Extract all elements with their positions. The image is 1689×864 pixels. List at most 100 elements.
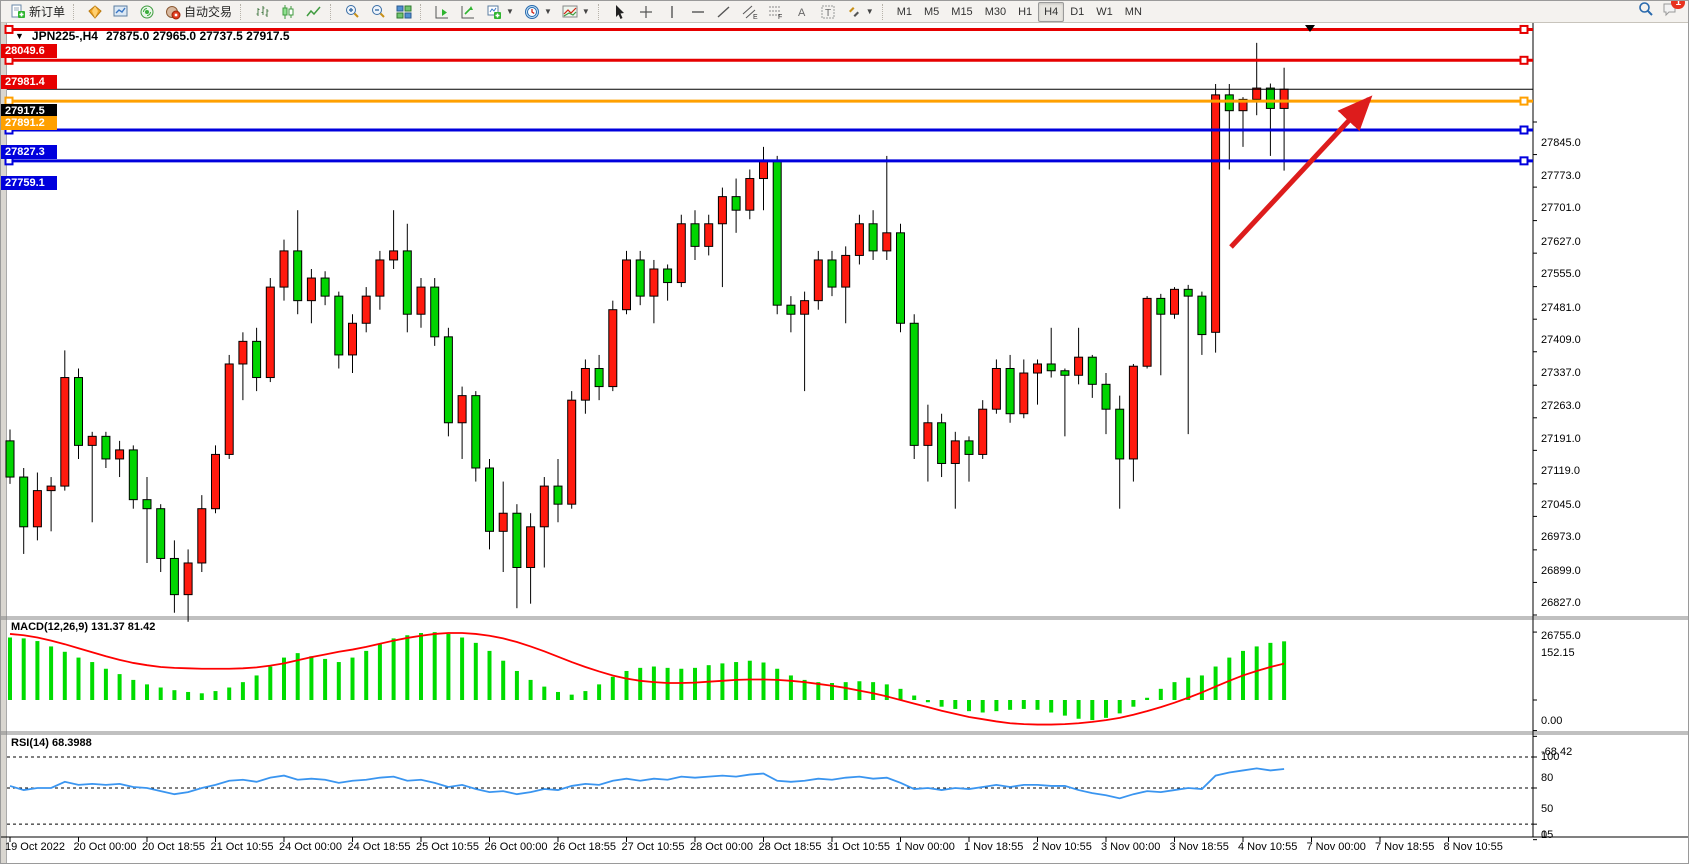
timeframe-button-h1[interactable]: H1 <box>1018 5 1033 18</box>
signals-icon <box>140 5 154 18</box>
cursor-button[interactable] <box>607 1 633 23</box>
svg-text:F: F <box>778 14 782 20</box>
rsi-axis-label: 100 <box>1541 751 1560 764</box>
rsi-axis-label: 80 <box>1541 772 1554 784</box>
zoom-in-icon <box>346 4 359 18</box>
time-axis-label[interactable]: 28 Oct 00:00 <box>690 841 753 853</box>
text-label-button[interactable]: T <box>815 1 841 23</box>
line-handle[interactable] <box>1519 125 1529 135</box>
search-icon <box>1639 2 1653 16</box>
vertical-line-button[interactable] <box>659 1 685 23</box>
new-chart-button[interactable]: ▼ <box>481 1 519 23</box>
line-handle[interactable] <box>1519 156 1529 166</box>
periods-button[interactable]: ▼ <box>519 1 557 23</box>
time-axis-label[interactable]: 1 Nov 00:00 <box>895 841 955 853</box>
time-axis-label[interactable]: 31 Oct 10:55 <box>827 841 890 853</box>
time-axis-label[interactable]: 1 Nov 18:55 <box>964 841 1024 853</box>
time-axis-label[interactable]: 2 Nov 10:55 <box>1032 841 1092 853</box>
chart-window-button[interactable] <box>108 1 134 23</box>
time-axis-label[interactable]: 25 Oct 10:55 <box>416 841 479 853</box>
toolbar-separator <box>73 3 79 20</box>
time-axis-label[interactable]: 7 Nov 00:00 <box>1306 841 1366 853</box>
time-axis-label[interactable]: 20 Oct 00:00 <box>73 841 137 853</box>
candlestick-button[interactable] <box>275 1 301 23</box>
horizontal-line-button[interactable] <box>685 1 711 23</box>
text-button[interactable]: A <box>789 1 815 23</box>
time-axis-label[interactable]: 3 Nov 18:55 <box>1169 841 1229 853</box>
timeframe-button-m30[interactable]: M30 <box>984 5 1007 18</box>
price-tick-label: 27119.0 <box>1541 465 1580 478</box>
signals-button[interactable] <box>134 1 160 23</box>
time-axis-label[interactable]: 21 Oct 10:55 <box>210 841 274 853</box>
timeframe-button-m15[interactable]: M15 <box>951 5 973 18</box>
timeframe-button-mn[interactable]: MN <box>1124 5 1142 18</box>
tile-windows-button[interactable] <box>391 1 417 23</box>
timeframe-button-h4[interactable]: H4 <box>1038 1 1065 22</box>
timeframe-button-m5[interactable]: M5 <box>924 5 940 18</box>
macd-label: MACD(12,26,9) 131.37 81.42 <box>11 621 156 633</box>
search-button[interactable] <box>1638 1 1654 22</box>
time-axis-label[interactable]: 4 Nov 10:55 <box>1238 841 1298 853</box>
chart-shift-button[interactable] <box>455 1 481 23</box>
chart-shift-marker[interactable] <box>1305 25 1315 32</box>
macd-axis-label: -68.42 <box>1541 745 1573 758</box>
line-handle[interactable] <box>1519 24 1529 34</box>
trendline-button[interactable] <box>711 1 737 23</box>
line-handle[interactable] <box>4 24 14 34</box>
trend-arrow-annotation[interactable] <box>1229 95 1373 249</box>
crosshair-button[interactable] <box>633 1 659 23</box>
zoom-in-button[interactable] <box>339 1 365 23</box>
toolbar-separator <box>330 3 336 20</box>
bar-chart-icon <box>256 5 269 17</box>
time-axis-label[interactable]: 8 Nov 10:55 <box>1443 841 1503 853</box>
line-chart-button[interactable] <box>301 1 327 23</box>
zoom-out-icon <box>372 4 385 18</box>
price-tick-label: 27409.0 <box>1541 334 1581 347</box>
toolbar-separator <box>597 3 604 20</box>
time-axis-label[interactable]: 7 Nov 18:55 <box>1375 841 1435 853</box>
time-axis-label[interactable]: 19 Oct 2022 <box>5 841 65 853</box>
svg-text:T: T <box>825 8 831 19</box>
time-axis-label[interactable]: 20 Oct 18:55 <box>142 841 205 853</box>
time-axis-label[interactable]: 28 Oct 18:55 <box>758 841 822 853</box>
price-level-badge: 27981.4 <box>1 75 57 90</box>
price-level-badge: 27827.3 <box>1 145 57 159</box>
equidistant-channel-button[interactable]: E <box>737 1 763 23</box>
time-axis-label[interactable]: 26 Oct 00:00 <box>484 841 548 853</box>
new-order-icon <box>11 4 25 18</box>
autoscroll-button[interactable] <box>429 1 455 23</box>
new-order-label: 新订单 <box>29 5 66 19</box>
timeframe-button-m1[interactable]: M1 <box>896 5 912 18</box>
bar-chart-button[interactable] <box>249 1 275 23</box>
clock-icon <box>524 4 539 19</box>
dropdown-caret-icon: ▼ <box>543 7 552 16</box>
zoom-out-button[interactable] <box>365 1 391 23</box>
notifications-button[interactable]: 1 <box>1662 1 1685 22</box>
price-tick-label: 27701.0 <box>1541 202 1581 215</box>
trendline-icon <box>717 5 730 18</box>
vertical-line-icon <box>671 5 673 18</box>
new-order-button[interactable]: 新订单 <box>5 1 70 23</box>
new-chart-icon <box>487 5 502 19</box>
chevron-down-icon[interactable]: ▼ <box>15 31 24 41</box>
chart-window-icon <box>113 5 128 16</box>
gem-button[interactable] <box>82 1 108 23</box>
timeframe-button-w1[interactable]: W1 <box>1096 5 1113 18</box>
templates-button[interactable]: ▼ <box>557 1 595 23</box>
fibonacci-button[interactable]: F <box>763 1 789 23</box>
timeframe-button-d1[interactable]: D1 <box>1070 5 1085 18</box>
rsi-axis-label: 15 <box>1541 829 1554 841</box>
price-level-badge: 27759.1 <box>1 175 57 190</box>
line-handle[interactable] <box>1519 96 1529 106</box>
time-axis-label[interactable]: 27 Oct 10:55 <box>621 841 685 853</box>
autotrading-button[interactable]: 自动交易 <box>160 1 237 23</box>
template-icon <box>562 5 578 17</box>
time-axis-label[interactable]: 26 Oct 18:55 <box>553 841 616 853</box>
time-axis-label[interactable]: 24 Oct 18:55 <box>347 841 411 853</box>
time-axis-label[interactable]: 24 Oct 00:00 <box>279 841 342 853</box>
time-axis-label[interactable]: 3 Nov 00:00 <box>1101 841 1161 853</box>
orange-gem-icon <box>88 4 102 19</box>
line-handle[interactable] <box>1519 55 1529 65</box>
chart-plot[interactable] <box>1 23 1689 864</box>
arrows-button[interactable]: ▼ <box>841 1 879 23</box>
